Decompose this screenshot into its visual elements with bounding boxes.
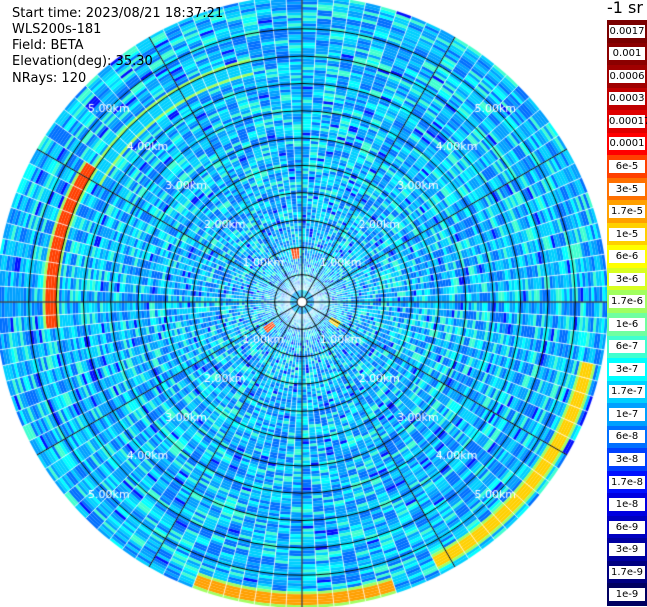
ray-count: NRays: 120 xyxy=(12,71,87,86)
colorbar-tick-label: 1e-6 xyxy=(609,317,645,331)
colorbar-tick-label: 1e-7 xyxy=(609,407,645,421)
colorbar-tick-label: 0.001 xyxy=(609,47,645,61)
colorbar-tick-label: 6e-6 xyxy=(609,250,645,264)
instrument-name: WLS200s-181 xyxy=(12,22,102,37)
ppi-heatmap xyxy=(0,0,607,607)
colorbar-tick-label: 3e-8 xyxy=(609,453,645,466)
colorbar-tick-label: 6e-7 xyxy=(609,340,645,354)
colorbar-unit: -1 sr xyxy=(607,0,643,17)
colorbar-tick-label: 1.7e-5 xyxy=(609,205,645,219)
field-name: Field: BETA xyxy=(12,38,84,53)
colorbar-tick-label: 3e-7 xyxy=(609,362,645,376)
colorbar-tick-label: 0.0017 xyxy=(609,24,645,38)
colorbar-tick-label: 6e-8 xyxy=(609,430,645,444)
colorbar-tick-label: 6e-9 xyxy=(609,520,645,534)
colorbar-tick-label: 1.7e-9 xyxy=(609,565,645,579)
colorbar-tick-label: 6e-5 xyxy=(609,160,645,173)
colorbar-tick-label: 1.7e-7 xyxy=(609,385,645,399)
colorbar-tick-label: 1.7e-6 xyxy=(609,295,645,309)
start-time: Start time: 2023/08/21 18:37:21 xyxy=(12,6,224,21)
colorbar-tick-label: 3e-6 xyxy=(609,272,645,286)
colorbar-tick-label: 3e-9 xyxy=(609,543,645,557)
colorbar: 0.0017 0.001 0.0006 0.0003 0.00017 0.0001 6e-5… xyxy=(607,20,647,607)
colorbar-tick-label: 1e-5 xyxy=(609,227,645,241)
colorbar-tick-label: 1e-9 xyxy=(609,588,645,602)
colorbar-tick-label: 0.00017 xyxy=(609,114,647,128)
colorbar-tick-label: 3e-5 xyxy=(609,182,645,196)
colorbar-tick-label: 1e-8 xyxy=(609,498,645,512)
colorbar-tick-label: 0.0006 xyxy=(609,69,645,83)
colorbar-tick-label: 1.7e-8 xyxy=(609,475,645,489)
colorbar-tick-label: 0.0003 xyxy=(609,92,645,106)
colorbar-tick-label: 0.0001 xyxy=(609,137,645,151)
elevation: Elevation(deg): 35.30 xyxy=(12,54,153,69)
